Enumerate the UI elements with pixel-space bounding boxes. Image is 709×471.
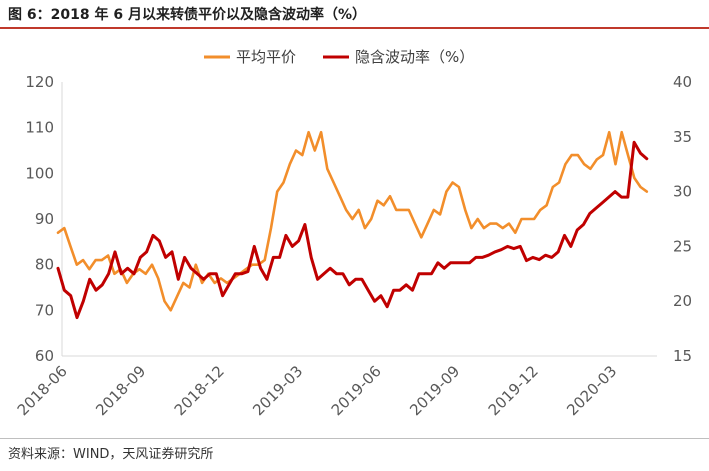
y-right-tick-label: 35 [673,128,692,146]
legend-label: 隐含波动率（%） [355,48,474,66]
x-tick-label: 2019-09 [406,362,463,419]
y-right-tick-label: 15 [673,347,692,365]
y-left-tick-label: 120 [25,73,54,91]
x-tick-label: 2019-03 [249,362,306,419]
y-right-tick-label: 25 [673,237,692,255]
series-line-iv [56,140,649,320]
source-note: 资料来源：WIND，天风证券研究所 [8,447,214,462]
y-left-tick-label: 110 [25,119,54,137]
x-tick-label: 2019-06 [328,362,385,419]
x-tick-label: 2018-09 [92,362,149,419]
title-rule [0,27,709,29]
x-tick-label: 2020-03 [563,362,620,419]
y-right-tick-label: 40 [673,73,692,91]
y-left-tick-label: 70 [35,301,54,319]
chart-title: 图 6：2018 年 6 月以来转债平价以及隐含波动率（%） [8,7,366,23]
y-left-tick-label: 90 [35,210,54,228]
y-right-tick-label: 20 [673,292,692,310]
y-left-tick-label: 100 [25,164,54,182]
y-left-tick-label: 80 [35,256,54,274]
y-right-tick-label: 30 [673,183,692,201]
y-left-tick-label: 60 [35,347,54,365]
x-tick-label: 2019-12 [485,362,542,419]
footer-rule [0,438,709,439]
x-tick-label: 2018-12 [171,362,228,419]
x-tick-label: 2018-06 [14,362,71,419]
legend-label: 平均平价 [236,48,296,66]
series-line-parity [56,130,649,312]
line-chart: 60 70 80 90 100 110 120 15 20 25 30 35 40 2018-06 2018… [14,48,692,419]
